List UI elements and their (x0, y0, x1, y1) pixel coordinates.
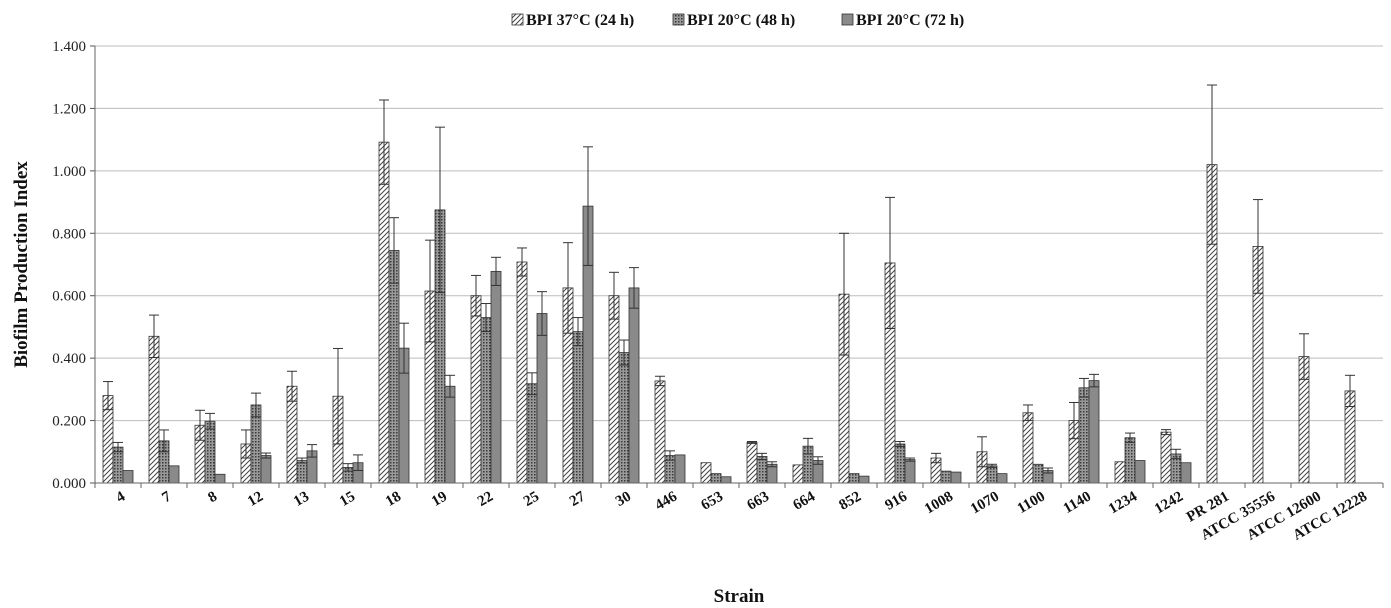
gridlines (95, 45, 1383, 422)
chart-legend: BPI 37°C (24 h) BPI 20°C (48 h) BPI 20°C (… (511, 12, 964, 29)
x-tick-label: 1140 (1061, 489, 1094, 517)
bar-diagonal-hatch-663 (746, 442, 758, 484)
x-tick-label: 1100 (1015, 489, 1048, 517)
x-axis-title: Strain (714, 586, 765, 607)
x-tick-label: 25 (521, 489, 542, 510)
bar-dotted-27 (572, 331, 584, 484)
error-bars (103, 84, 1355, 474)
x-tick-label: 1070 (968, 489, 1002, 518)
y-tick-label: 0.600 (52, 289, 86, 305)
bar-solid-gray-653 (720, 476, 732, 484)
bar-dotted-1070 (986, 465, 998, 484)
bar-dotted-653 (710, 473, 722, 484)
x-tick-label: 13 (291, 489, 312, 510)
bar-dotted-1234 (1124, 437, 1136, 484)
x-tick-label: 653 (699, 489, 726, 514)
bar-solid-gray-1234 (1134, 460, 1146, 484)
bar-solid-gray-852 (858, 475, 870, 484)
bar-dotted-22 (480, 317, 492, 484)
legend-label: BPI 20°C (48 h) (687, 12, 795, 29)
bar-solid-gray-1242 (1180, 462, 1192, 484)
bar-diagonal-hatch-22 (470, 295, 482, 484)
bar-diagonal-hatch-25 (516, 261, 528, 484)
bar-diagonal-hatch-653 (700, 462, 712, 484)
x-tick-label: 12 (245, 489, 266, 510)
x-tick-label: 30 (613, 489, 634, 510)
axes (94, 46, 1384, 488)
bar-diagonal-hatch-1242 (1160, 431, 1172, 484)
bar-dotted-663 (756, 456, 768, 484)
x-tick-label: 852 (837, 489, 864, 514)
bar-dotted-18 (388, 250, 400, 484)
bar-dotted-30 (618, 352, 630, 484)
legend-swatch (511, 13, 524, 26)
bar-dotted-916 (894, 443, 906, 484)
y-tick-label: 1.400 (52, 39, 86, 55)
x-axis-tick-labels: 4 7 8 12 13 15 18 19 22 25 27 30 446 653 663 664 852 916 1… (114, 488, 1370, 543)
bar-diagonal-hatch-1100 (1022, 412, 1034, 484)
x-tick-label: 7 (160, 488, 175, 506)
y-tick-label: 0.200 (52, 414, 86, 430)
x-tick-label: 916 (883, 488, 911, 513)
bar-solid-gray-12 (260, 455, 272, 484)
bar-solid-gray-19 (444, 385, 456, 484)
bar-solid-gray-25 (536, 313, 548, 484)
x-tick-label: 19 (429, 489, 450, 510)
x-tick-label: 446 (653, 488, 681, 513)
bar-dotted-25 (526, 383, 538, 484)
y-axis-title: Biofilm Production Index (11, 161, 32, 368)
x-tick-label: 663 (745, 489, 772, 514)
y-axis-ticks: 0.000 0.200 0.400 0.600 0.800 1.000 1.200 1.400 (52, 39, 95, 492)
bar-solid-gray-1008 (950, 471, 962, 484)
y-tick-label: 1.000 (52, 164, 86, 180)
bar-diagonal-hatch-30 (608, 295, 620, 484)
x-tick-label: 664 (791, 488, 819, 513)
bar-solid-gray-22 (490, 270, 502, 484)
bar-diagonal-hatch-446 (654, 380, 666, 484)
bar-dotted-1140 (1078, 387, 1090, 484)
bar-diagonal-hatch-1234 (1114, 461, 1126, 484)
x-tick-label: 1008 (922, 489, 956, 518)
x-tick-label: 22 (475, 489, 496, 510)
x-tick-label: 15 (337, 489, 358, 510)
bar-dotted-13 (296, 460, 308, 484)
bar-solid-gray-30 (628, 287, 640, 484)
bar-dotted-8 (204, 420, 216, 484)
bar-diagonal-hatch-18 (378, 141, 390, 484)
bar-dotted-1100 (1032, 463, 1044, 484)
x-tick-label: 18 (383, 489, 404, 510)
legend-label: BPI 37°C (24 h) (526, 12, 634, 29)
bar-solid-gray-4 (122, 470, 134, 484)
bar-solid-gray-446 (674, 454, 686, 484)
bar-solid-gray-1140 (1088, 380, 1100, 484)
bar-dotted-852 (848, 473, 860, 484)
bar-diagonal-hatch-664 (792, 464, 804, 484)
bar-solid-gray-1070 (996, 473, 1008, 484)
bars (102, 141, 1356, 484)
bar-solid-gray-916 (904, 459, 916, 484)
legend-swatch (841, 13, 854, 26)
bar-dotted-4 (112, 446, 124, 484)
x-tick-label: 8 (206, 489, 220, 507)
bar-diagonal-hatch-7 (148, 335, 160, 484)
y-tick-label: 0.000 (52, 476, 86, 492)
x-tick-label: 4 (114, 488, 129, 506)
legend-swatch (672, 13, 685, 26)
x-tick-label: 1242 (1152, 489, 1186, 518)
y-tick-label: 0.400 (52, 351, 86, 367)
legend-label: BPI 20°C (72 h) (856, 12, 964, 29)
bar-solid-gray-8 (214, 473, 226, 484)
bar-solid-gray-7 (168, 465, 180, 484)
y-tick-label: 0.800 (52, 226, 86, 242)
x-tick-label: 27 (567, 488, 588, 510)
x-tick-label: 1234 (1106, 488, 1140, 517)
bar-dotted-1008 (940, 470, 952, 484)
y-tick-label: 1.200 (52, 101, 86, 117)
